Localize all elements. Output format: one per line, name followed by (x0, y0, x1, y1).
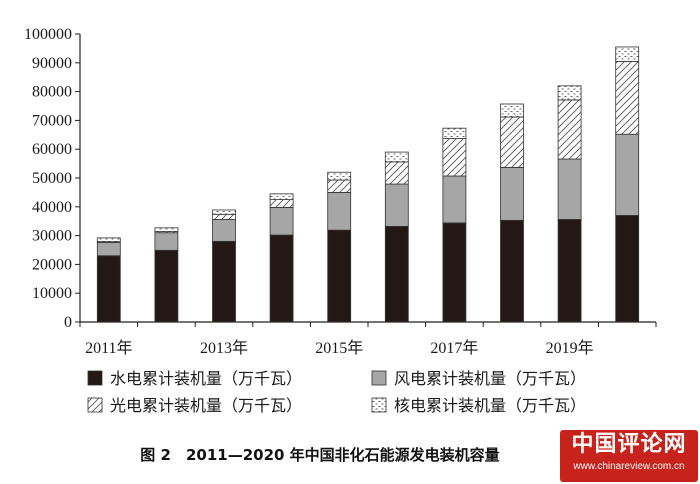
bar-2016-series-0 (384, 225, 409, 323)
bar-2017-series-0 (442, 222, 467, 323)
bar-2011-series-1 (96, 242, 121, 257)
y-tick-label: 50000 (32, 170, 72, 187)
bar-2019-series-1 (557, 158, 582, 220)
x-tick-label: 2019年 (546, 339, 594, 357)
bar-2012-series-3 (154, 227, 179, 232)
y-tick-label: 20000 (32, 256, 72, 273)
bar-2015-series-3 (327, 171, 352, 181)
bar-2013-series-3 (212, 209, 236, 215)
figure-caption: 图 2 2011—2020 年中国非化石能源发电装机容量 (140, 446, 500, 464)
legend-swatch-2 (87, 397, 103, 413)
bar-2018-series-1 (500, 166, 524, 221)
legend-label-2: 光电累计装机量（万千瓦） (110, 396, 302, 415)
bar-2020-series-1 (615, 133, 640, 216)
bar-2013-series-0 (212, 240, 236, 323)
y-tick-label: 40000 (32, 199, 72, 216)
chinareview-logo: 中国评论网 www.chinareview.com.cn (560, 430, 698, 482)
bar-2019-series-2 (557, 99, 582, 160)
bar-2012-series-1 (154, 232, 179, 251)
bar-2019-series-3 (557, 85, 582, 101)
x-tick-label: 2013年 (200, 339, 248, 357)
bar-2020-series-0 (615, 215, 640, 323)
logo-url: www.chinareview.com.cn (573, 461, 685, 472)
y-tick-label: 70000 (32, 112, 72, 129)
bar-2019-series-0 (557, 219, 582, 323)
bar-2013-series-1 (212, 219, 236, 242)
bar-2018-series-2 (500, 116, 524, 168)
legend-label-0: 水电累计装机量（万千瓦） (110, 369, 302, 388)
bar-2017-series-2 (442, 138, 467, 177)
y-tick-label: 10000 (32, 285, 72, 302)
y-tick-label: 90000 (32, 55, 72, 72)
bar-2014-series-2 (269, 199, 294, 208)
y-tick-label: 80000 (32, 84, 72, 101)
bar-2020-series-3 (615, 46, 640, 62)
bar-2018-series-0 (500, 219, 524, 323)
legend-swatch-0 (87, 370, 103, 386)
bar-2012-series-0 (154, 249, 179, 323)
bar-2017-series-1 (442, 175, 467, 224)
y-tick-label: 100000 (24, 26, 72, 43)
bar-2014-series-1 (269, 206, 294, 236)
legend-swatch-1 (371, 370, 387, 386)
bar-2011-series-0 (96, 255, 121, 323)
bar-2018-series-3 (500, 103, 524, 118)
bar-2017-series-3 (442, 127, 467, 139)
bar-2015-series-2 (327, 179, 352, 193)
logo-title: 中国评论网 (571, 432, 687, 457)
x-tick-label: 2017年 (430, 339, 478, 357)
y-tick-label: 30000 (32, 228, 72, 245)
bar-2020-series-2 (615, 60, 640, 135)
bar-2016-series-1 (384, 183, 409, 227)
bar-2014-series-0 (269, 234, 294, 323)
legend-swatch-3 (371, 397, 387, 413)
y-tick-label: 60000 (32, 141, 72, 158)
legend-label-3: 核电累计装机量（万千瓦） (394, 396, 586, 415)
x-tick-label: 2011年 (85, 339, 132, 357)
bar-2015-series-0 (327, 229, 352, 323)
legend-label-1: 风电累计装机量（万千瓦） (394, 369, 586, 388)
bar-2011-series-3 (96, 237, 121, 243)
x-tick-label: 2015年 (315, 339, 363, 357)
y-tick-label: 0 (64, 314, 72, 331)
bar-2013-series-2 (212, 213, 236, 220)
bar-2016-series-3 (384, 151, 409, 163)
bar-2015-series-1 (327, 191, 352, 231)
bar-2016-series-2 (384, 161, 409, 185)
bar-2014-series-3 (269, 193, 294, 200)
